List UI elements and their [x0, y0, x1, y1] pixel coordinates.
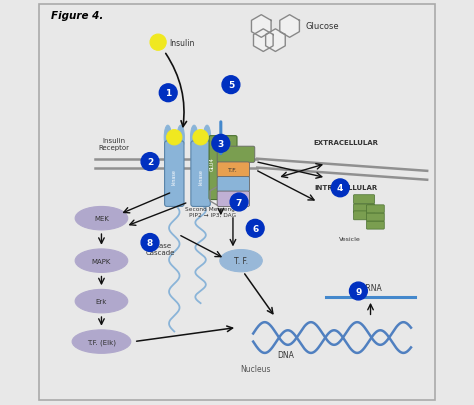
- Circle shape: [141, 153, 159, 171]
- Text: -P: -P: [210, 197, 216, 202]
- Ellipse shape: [75, 290, 128, 313]
- Text: EXTRACELLULAR: EXTRACELLULAR: [314, 140, 379, 146]
- FancyBboxPatch shape: [366, 213, 384, 222]
- FancyBboxPatch shape: [209, 136, 224, 200]
- FancyBboxPatch shape: [191, 142, 210, 207]
- Text: Kinase
Cascade: Kinase Cascade: [146, 243, 175, 256]
- Text: Nucleus: Nucleus: [240, 364, 271, 373]
- Text: 2: 2: [147, 158, 153, 166]
- FancyBboxPatch shape: [217, 162, 249, 178]
- Text: 4: 4: [337, 184, 343, 193]
- Text: Erk: Erk: [96, 298, 107, 305]
- FancyBboxPatch shape: [366, 205, 384, 213]
- FancyBboxPatch shape: [217, 147, 255, 163]
- Text: Insulin
Receptor: Insulin Receptor: [98, 137, 129, 151]
- Circle shape: [230, 194, 248, 211]
- Polygon shape: [280, 16, 300, 38]
- FancyBboxPatch shape: [217, 177, 249, 192]
- Ellipse shape: [193, 130, 208, 145]
- Text: 3: 3: [218, 139, 224, 149]
- FancyBboxPatch shape: [354, 211, 374, 220]
- Text: Glucose: Glucose: [306, 22, 339, 32]
- Text: 7: 7: [236, 198, 242, 207]
- Text: 5: 5: [228, 81, 234, 90]
- Text: MAPK: MAPK: [92, 258, 111, 264]
- Ellipse shape: [191, 126, 198, 150]
- Text: Second Messenger
PIP2 → IP3, DAG: Second Messenger PIP2 → IP3, DAG: [185, 207, 241, 217]
- Text: T.F. (Elk): T.F. (Elk): [87, 339, 116, 345]
- Circle shape: [159, 85, 177, 102]
- Circle shape: [141, 234, 159, 252]
- Text: MEK: MEK: [94, 215, 109, 222]
- Circle shape: [222, 77, 240, 94]
- Circle shape: [212, 135, 230, 153]
- Text: kinase: kinase: [198, 168, 203, 184]
- Text: T. F.: T. F.: [234, 256, 248, 266]
- Ellipse shape: [203, 126, 211, 150]
- Polygon shape: [210, 186, 228, 207]
- Ellipse shape: [75, 207, 128, 230]
- Text: kinase: kinase: [172, 168, 177, 184]
- FancyBboxPatch shape: [222, 136, 237, 200]
- FancyBboxPatch shape: [354, 205, 374, 213]
- Text: -P: -P: [210, 182, 216, 187]
- FancyBboxPatch shape: [354, 195, 374, 204]
- Text: -P: -P: [210, 168, 216, 173]
- Text: DNA: DNA: [277, 350, 294, 359]
- Text: 8: 8: [147, 239, 153, 247]
- Text: T.F.: T.F.: [228, 168, 238, 173]
- Text: GLU4: GLU4: [210, 157, 214, 171]
- Text: 9: 9: [355, 287, 362, 296]
- Text: -P: -P: [210, 152, 216, 158]
- Text: Insulin: Insulin: [169, 38, 195, 47]
- Circle shape: [150, 35, 166, 51]
- FancyBboxPatch shape: [366, 222, 384, 230]
- FancyBboxPatch shape: [217, 192, 249, 207]
- Ellipse shape: [164, 126, 172, 150]
- Text: Vesicle: Vesicle: [339, 237, 361, 241]
- Ellipse shape: [166, 130, 182, 145]
- Ellipse shape: [177, 126, 184, 150]
- Circle shape: [349, 282, 367, 300]
- Polygon shape: [254, 30, 273, 52]
- Polygon shape: [252, 16, 271, 38]
- Ellipse shape: [72, 330, 131, 354]
- Text: 6: 6: [252, 224, 258, 233]
- Text: INTRACELLULAR: INTRACELLULAR: [315, 184, 378, 190]
- Text: mRNA: mRNA: [359, 283, 383, 292]
- FancyBboxPatch shape: [164, 142, 184, 207]
- Circle shape: [331, 179, 349, 197]
- Text: Figure 4.: Figure 4.: [51, 11, 103, 21]
- Polygon shape: [265, 30, 285, 52]
- Ellipse shape: [220, 250, 262, 272]
- Text: 1: 1: [165, 89, 171, 98]
- Circle shape: [246, 220, 264, 238]
- Ellipse shape: [75, 249, 128, 273]
